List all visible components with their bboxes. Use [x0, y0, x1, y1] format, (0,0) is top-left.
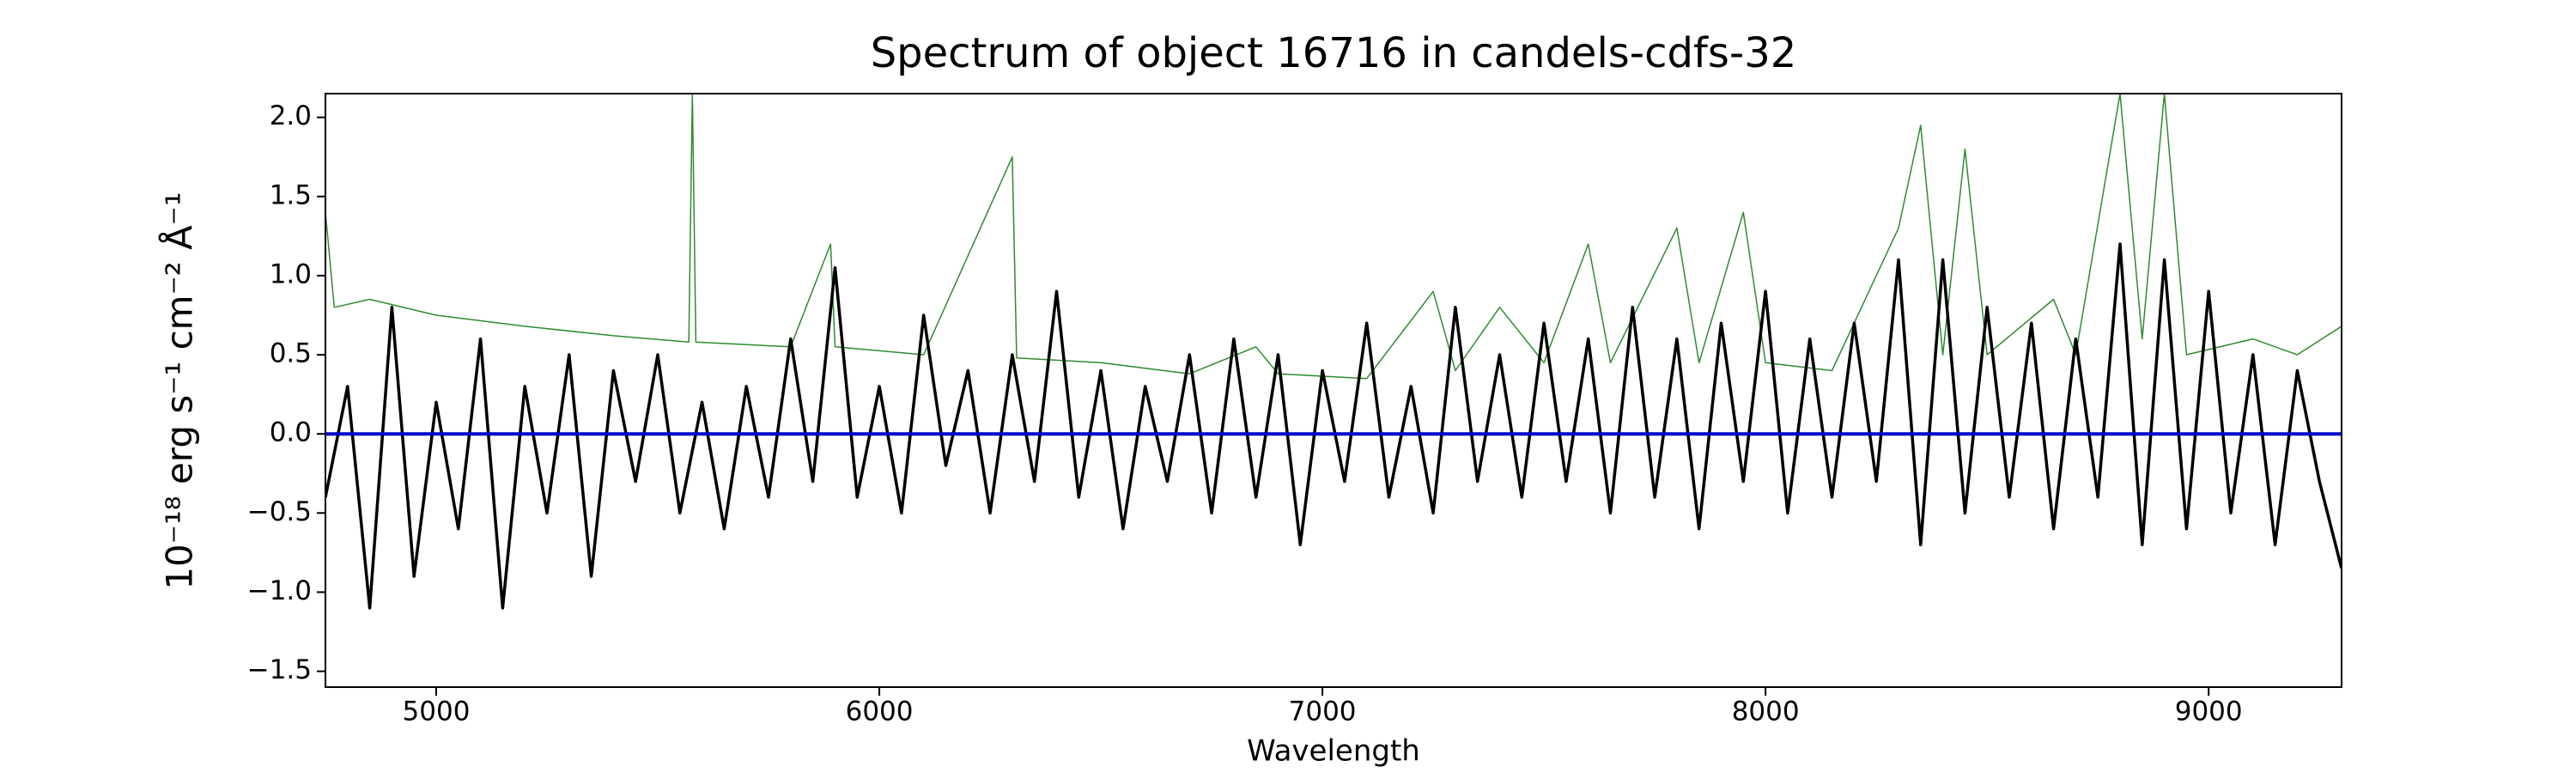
y-tick-label: −1.5 — [247, 654, 312, 685]
x-tick-label: 7000 — [1289, 697, 1357, 727]
spectrum-line — [325, 94, 2342, 380]
y-tick-label: 1.5 — [270, 180, 312, 210]
y-tick-label: −0.5 — [247, 496, 312, 527]
x-axis-label: Wavelength — [1247, 734, 1420, 769]
chart-title: Spectrum of object 16716 in candels-cdfs… — [871, 29, 1797, 77]
y-tick-label: −1.0 — [247, 575, 312, 606]
spectrum-line — [325, 242, 2342, 610]
x-tick-label: 6000 — [846, 697, 914, 727]
y-tick-label: 0.0 — [270, 417, 312, 448]
x-tick-label: 9000 — [2175, 697, 2243, 727]
y-tick-label: 2.0 — [270, 100, 312, 131]
x-tick-label: 8000 — [1732, 697, 1800, 727]
plot-area — [325, 94, 2342, 610]
plot-frame — [325, 93, 2342, 688]
y-tick-label: 1.0 — [270, 259, 312, 289]
y-tick-label: 0.5 — [270, 338, 312, 369]
x-tick-label: 5000 — [403, 697, 471, 727]
y-axis-label: 10⁻¹⁸ erg s⁻¹ cm⁻² Å⁻¹ — [158, 192, 201, 589]
